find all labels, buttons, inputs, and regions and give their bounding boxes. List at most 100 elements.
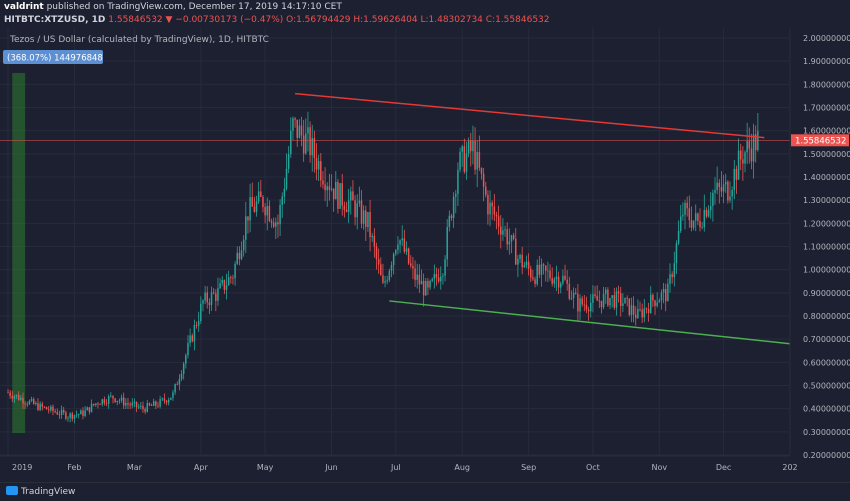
candle-body (356, 203, 358, 218)
price-chart[interactable]: 0.20000000 0.30000000 0.40000000 0.50000000… (0, 28, 850, 482)
candle-body (84, 410, 86, 417)
candle-body (727, 181, 729, 201)
candle-body (32, 399, 35, 404)
candle-body (384, 281, 386, 283)
candle-body (97, 403, 99, 405)
resistance-trendline[interactable] (295, 92, 765, 139)
candle-body (352, 191, 354, 201)
tradingview-logo[interactable]: TradingView (6, 486, 75, 497)
candle-body (457, 169, 459, 195)
candle-body (296, 119, 298, 138)
candle-body (13, 396, 16, 399)
candle-body (339, 183, 341, 209)
candle-body (510, 235, 513, 242)
candle-body (369, 212, 371, 238)
candle-body (519, 254, 521, 259)
candle-body (225, 285, 228, 290)
candle-body (607, 289, 609, 306)
tradingview-icon (6, 486, 18, 495)
candle-body (527, 261, 530, 269)
candle-body (542, 264, 545, 266)
price-tick-label: 1.50000000 (803, 150, 850, 159)
candle-body (217, 288, 219, 301)
candle-body (671, 274, 673, 278)
candle-body (240, 250, 243, 259)
candle-body (602, 293, 605, 308)
support-trendline[interactable] (389, 300, 791, 345)
candle-body (442, 275, 444, 277)
candle-body (279, 204, 281, 225)
candle-body (744, 152, 746, 164)
candle-body (165, 400, 168, 403)
candle-body (360, 200, 363, 224)
candle-body (534, 279, 536, 284)
candle-body (234, 263, 236, 279)
measure-badge-box (3, 50, 103, 64)
candle-body (444, 259, 446, 276)
candle-body (90, 403, 93, 412)
candle-body (112, 395, 114, 399)
candle-body (564, 275, 566, 280)
last-price: 1.55846532 (108, 15, 163, 25)
candle-body (45, 407, 48, 410)
candle-body (684, 202, 686, 215)
candle-body (754, 134, 757, 151)
candle-body (197, 321, 200, 326)
candle-body (193, 325, 196, 342)
candle-body (238, 252, 241, 259)
candle-body (714, 190, 716, 193)
measure-badge[interactable]: (368.07%) 144976848 (3, 50, 103, 64)
candle-body (242, 239, 245, 251)
candle-body (470, 140, 472, 152)
candle-body (137, 406, 140, 408)
candle-body (324, 184, 326, 191)
candle-body (317, 161, 320, 170)
candle-body (613, 295, 616, 308)
candle-body (637, 309, 639, 319)
candle-body (482, 173, 485, 187)
candle-body (414, 268, 416, 280)
price-axis-background (790, 28, 850, 456)
candle-body (174, 384, 176, 393)
candle-body (67, 417, 69, 419)
trendlines (295, 92, 791, 345)
candle-body (11, 395, 14, 399)
candle-body (643, 308, 646, 318)
candle-body (375, 246, 378, 260)
candle-body (204, 292, 206, 301)
candle-body (362, 210, 365, 224)
chart-footer: TradingView (0, 482, 850, 501)
price-axis[interactable]: 0.20000000 0.30000000 0.40000000 0.50000000… (803, 34, 850, 460)
candle-body (724, 181, 727, 185)
candle-body (206, 292, 208, 303)
symbol-label[interactable]: HITBTC:XTZUSD, 1D (4, 15, 106, 25)
candle-body (7, 392, 9, 394)
candle-body (461, 146, 463, 152)
candle-body (99, 404, 101, 405)
candle-body (515, 238, 517, 265)
candle-body (140, 405, 142, 407)
candle-body (65, 412, 67, 419)
candle-body (377, 259, 380, 265)
candle-body (622, 303, 624, 306)
time-axis[interactable]: 2019 Feb Mar Apr May Jun Jul Aug Sep Oct Nov Dec 202 (0, 455, 798, 472)
candle-body (669, 274, 671, 284)
candle-body (30, 399, 33, 401)
author-name[interactable]: valdrint (4, 2, 44, 12)
candle-body (298, 125, 301, 138)
candle-body (508, 241, 511, 245)
candle-body (150, 405, 153, 406)
candle-body (459, 151, 461, 170)
candle-body (392, 253, 395, 266)
candle-body (337, 181, 339, 209)
candle-body (435, 274, 438, 278)
candle-body (427, 280, 429, 288)
price-tick-label: 0.50000000 (803, 382, 850, 391)
candle-body (300, 125, 303, 136)
time-tick-label: Apr (194, 463, 209, 472)
candle-body (326, 186, 328, 191)
ohlc-high: H:1.59626404 (353, 15, 418, 25)
candle-body (270, 220, 273, 223)
candle-body (707, 210, 710, 217)
candle-body (731, 190, 733, 197)
